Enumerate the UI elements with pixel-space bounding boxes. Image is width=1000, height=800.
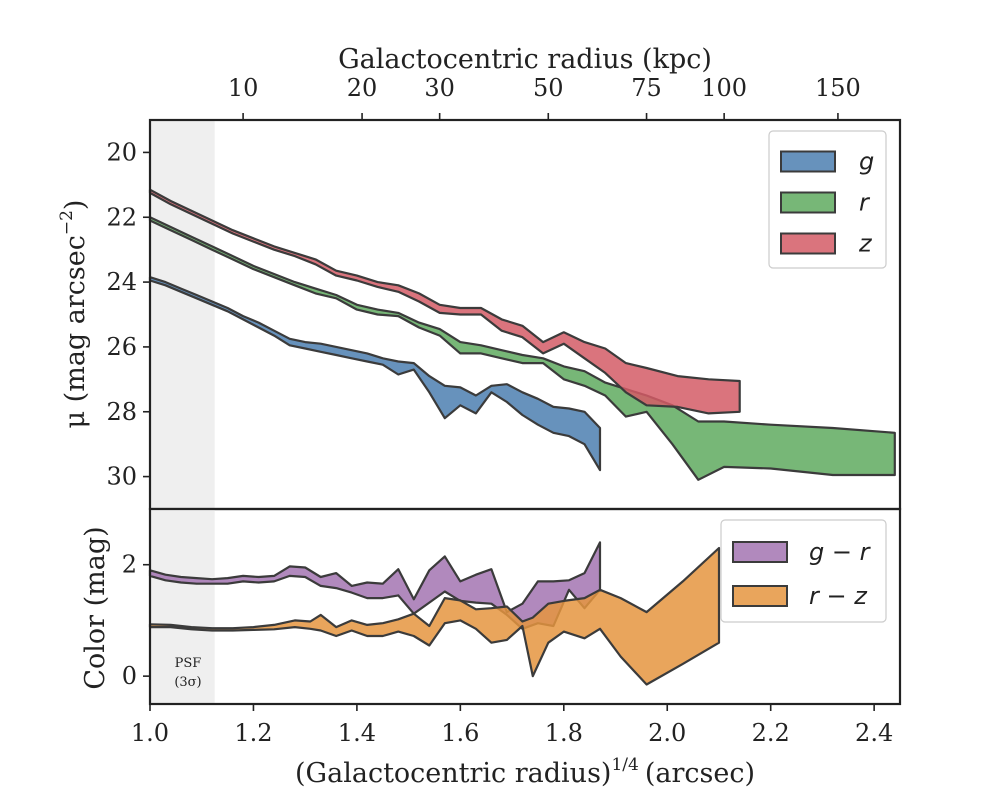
legend-swatch	[732, 541, 788, 563]
kpc-tick-label: 50	[533, 74, 564, 102]
top-y-ticks: 20 22 24 26 28 30	[106, 138, 150, 491]
x-tick-label: 1.8	[545, 719, 583, 747]
band-gr	[148, 541, 602, 630]
surface-brightness-bands	[148, 188, 896, 481]
legend-label: z	[858, 230, 873, 258]
bottom-y-ticks: 02	[122, 551, 150, 690]
legend-surface-brightness: grz	[768, 130, 887, 269]
band-r	[148, 216, 896, 481]
kpc-tick-label: 20	[347, 74, 378, 102]
psf-label-line2: (3σ)	[174, 675, 201, 690]
x-tick-label: 1.0	[131, 719, 169, 747]
y-tick-label: 24	[106, 268, 137, 296]
top-y-axis-title: μ (mag arcsec−2)	[57, 200, 91, 429]
legend-label: g	[859, 148, 874, 176]
y-tick-label: 26	[106, 333, 137, 361]
top-x-axis-title: Galactocentric radius (kpc)	[338, 44, 712, 75]
band-g	[148, 276, 602, 472]
kpc-tick-label: 30	[424, 74, 455, 102]
legend-swatch	[732, 585, 788, 607]
color-y-tick-label: 0	[122, 662, 137, 690]
x-tick-label: 1.2	[234, 719, 272, 747]
legend-color: g − r r − z	[720, 519, 887, 623]
kpc-tick-label: 100	[701, 74, 747, 102]
y-tick-label: 30	[106, 463, 137, 491]
color-bands	[148, 541, 721, 686]
y-tick-label: 22	[106, 203, 137, 231]
x-axis-title: (Galactocentric radius)1/4 (arcsec)	[295, 755, 755, 789]
kpc-tick-label: 150	[815, 74, 861, 102]
x-tick-label: 2.2	[752, 719, 790, 747]
band-rz	[148, 546, 721, 686]
x-tick-label: 1.4	[338, 719, 376, 747]
psf-region-top	[150, 120, 215, 509]
x-tick-label: 1.6	[441, 719, 479, 747]
legend-swatch	[780, 150, 836, 173]
legend-label: g − r	[809, 538, 872, 566]
legend-label: r − z	[809, 582, 868, 610]
color-y-tick-label: 2	[122, 551, 137, 579]
legend-swatch	[780, 191, 836, 214]
psf-region-bottom	[150, 509, 215, 704]
y-tick-label: 20	[106, 138, 137, 166]
color-panel: 02 1.0 1.2 1.4 1.6 1.8 2.0 2.2 2.4 g − rr − z P…	[122, 507, 902, 747]
psf-label-line1: PSF	[175, 656, 202, 671]
x-tick-label: 2.0	[648, 719, 686, 747]
kpc-tick-label: 10	[228, 74, 259, 102]
kpc-ticks: 10 20 30 50 75 100 150	[228, 74, 861, 120]
x-ticks: 1.0 1.2 1.4 1.6 1.8 2.0 2.2 2.4	[131, 704, 893, 747]
surface-brightness-panel: 20 22 24 26 28 30 10 20 30 50 75 100 150 grz	[106, 74, 902, 511]
x-tick-label: 2.4	[855, 719, 893, 747]
legend-swatch	[780, 232, 836, 255]
kpc-tick-label: 75	[631, 74, 662, 102]
band-z	[148, 188, 741, 415]
bottom-panel-frame	[148, 507, 902, 706]
legend-label: r	[859, 189, 871, 217]
y-tick-label: 28	[106, 398, 137, 426]
bottom-y-axis-title: Color (mag)	[80, 526, 111, 689]
